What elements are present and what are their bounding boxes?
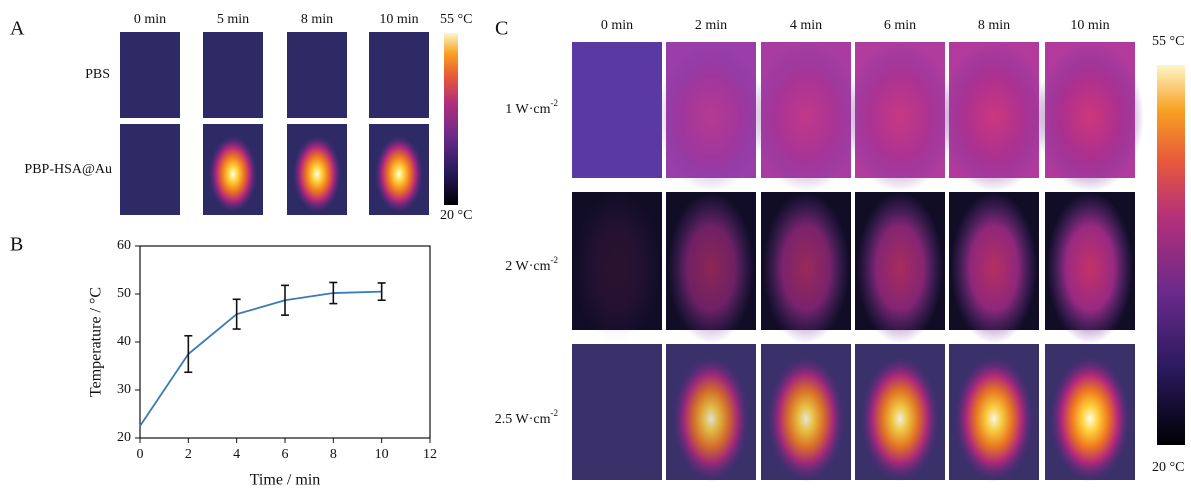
panel-label: A — [10, 18, 25, 40]
x-tick-label: 12 — [423, 447, 437, 462]
thermal-image — [287, 32, 347, 118]
y-tick-label: 30 — [117, 382, 131, 397]
thermal-spot — [950, 192, 1038, 344]
plot-frame — [139, 245, 431, 439]
row-label-text: 1 W·cm — [505, 102, 550, 117]
panel-label: C — [495, 18, 508, 40]
thermal-spot — [209, 135, 257, 213]
column-label: 2 min — [695, 18, 727, 33]
thermal-image — [203, 32, 263, 118]
y-tick-label: 50 — [117, 286, 131, 301]
thermal-spot — [1036, 42, 1144, 192]
row-label-text: 2 W·cm — [505, 259, 550, 274]
thermal-spot — [860, 356, 940, 482]
thermal-image — [572, 42, 662, 178]
thermal-image — [572, 344, 662, 480]
thermal-spot — [1046, 192, 1134, 344]
x-tick-label: 2 — [185, 447, 192, 462]
row-label-sup: -2 — [551, 98, 559, 108]
y-tick-label: 20 — [117, 430, 131, 445]
thermal-spot — [940, 42, 1048, 192]
row-label: 2.5 W·cm-2 — [495, 408, 558, 427]
column-label: 4 min — [790, 18, 822, 33]
thermal-spot — [293, 135, 341, 213]
thermal-image — [120, 124, 180, 215]
x-axis-label: Time / min — [250, 472, 321, 489]
thermal-spot — [846, 42, 954, 192]
column-label: 8 min — [978, 18, 1010, 33]
thermal-image — [369, 32, 429, 118]
row-label: 2 W·cm-2 — [505, 255, 558, 274]
colorbar-label: 20 °C — [1152, 460, 1184, 475]
thermal-spot — [672, 356, 750, 482]
row-label-sup: -2 — [551, 408, 559, 418]
thermal-spot — [856, 192, 944, 344]
thermal-image — [120, 32, 180, 118]
panel-label: B — [10, 234, 23, 256]
y-tick-label: 40 — [117, 334, 131, 349]
thermal-spot — [657, 42, 765, 192]
colorbar — [1157, 65, 1185, 445]
row-label: 1 W·cm-2 — [505, 98, 558, 117]
data-line — [139, 290, 382, 427]
thermal-spot — [954, 356, 1034, 482]
column-label: 8 min — [301, 12, 333, 27]
x-tick-label: 8 — [330, 447, 337, 462]
colorbar-label: 55 °C — [1152, 34, 1184, 49]
column-label: 0 min — [134, 12, 166, 27]
thermal-spot — [752, 42, 860, 192]
thermal-spot — [767, 356, 845, 482]
column-label: 5 min — [217, 12, 249, 27]
thermal-spot — [667, 192, 755, 344]
y-axis-label: Temperature / °C — [88, 287, 105, 397]
colorbar — [444, 33, 458, 205]
thermal-spot — [1049, 356, 1131, 482]
row-label-sup: -2 — [551, 255, 559, 265]
colorbar-label: 55 °C — [440, 12, 472, 27]
row-label: PBP-HSA@Au — [24, 162, 112, 177]
column-label: 6 min — [884, 18, 916, 33]
row-label: PBS — [85, 67, 110, 82]
thermal-spot — [762, 192, 850, 344]
row-label-text: 2.5 W·cm — [495, 412, 551, 427]
colorbar-label: 20 °C — [440, 208, 472, 223]
column-label: 0 min — [601, 18, 633, 33]
x-tick-label: 6 — [282, 447, 289, 462]
x-tick-label: 4 — [233, 447, 240, 462]
column-label: 10 min — [379, 12, 418, 27]
thermal-spot — [573, 192, 661, 344]
x-tick-label: 10 — [375, 447, 389, 462]
thermal-spot — [375, 135, 423, 213]
y-tick-label: 60 — [117, 238, 131, 253]
column-label: 10 min — [1070, 18, 1109, 33]
x-tick-label: 0 — [137, 447, 144, 462]
